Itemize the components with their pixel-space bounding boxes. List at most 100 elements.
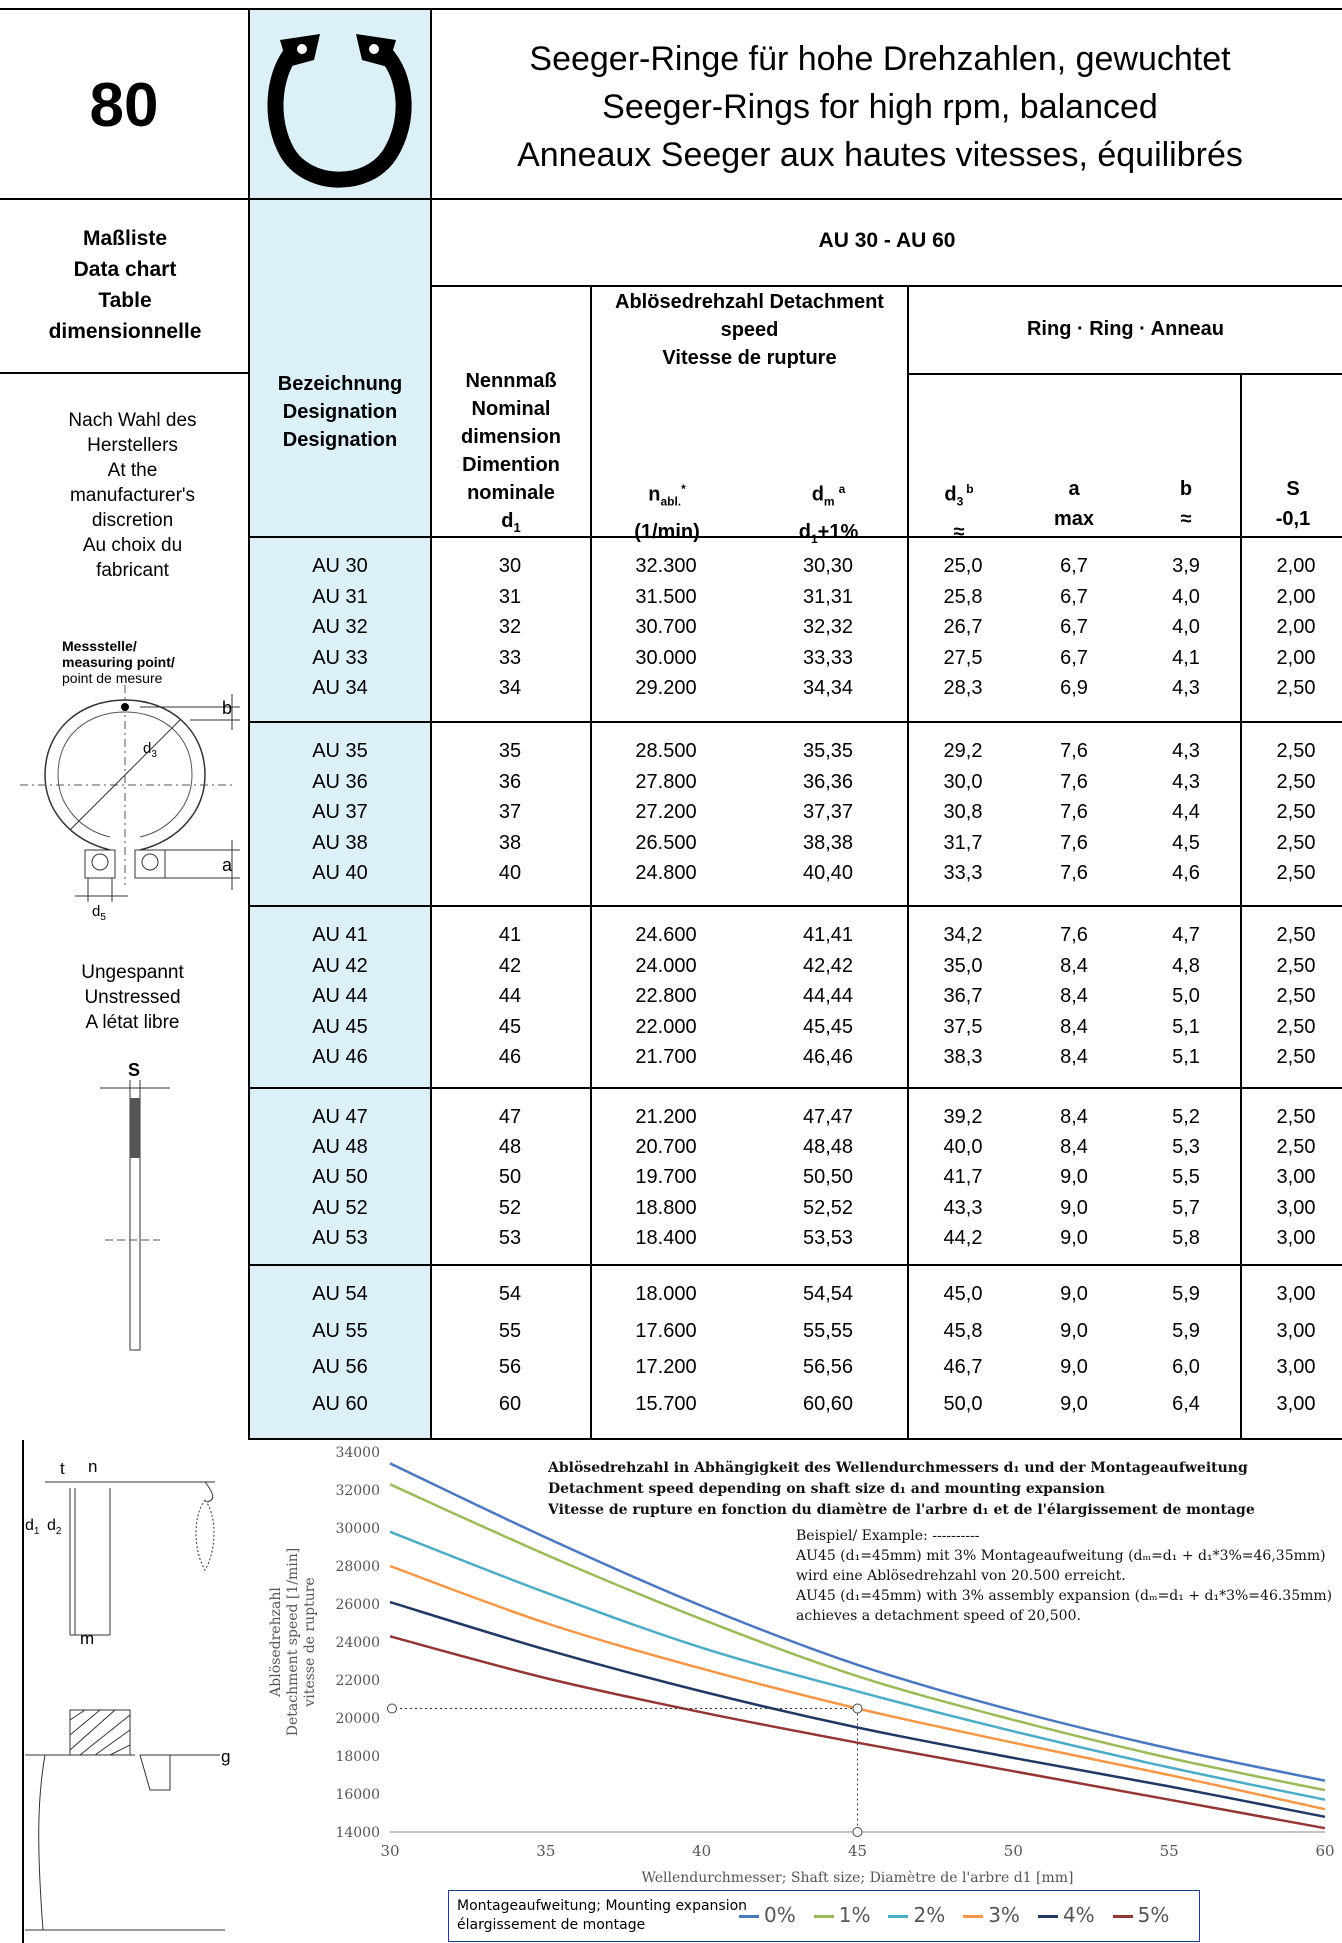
cell-d3: 45,0 <box>943 1283 983 1305</box>
designation-header: Bezeichnung Designation Designation <box>250 370 430 454</box>
legend-label: 4% <box>1062 1903 1095 1927</box>
cell-s: 3,00 <box>1276 1356 1316 1378</box>
series-line-1pct <box>389 1483 1326 1792</box>
y-tick-label: 20000 <box>335 1711 380 1727</box>
cell-a: 6,9 <box>1060 677 1088 699</box>
col-dm-sub: m <box>823 494 835 509</box>
y-tick-label: 26000 <box>335 1597 380 1613</box>
legend-label: 0% <box>764 1903 796 1927</box>
label-d5-sub: 5 <box>100 912 106 920</box>
cell-s: 3,00 <box>1276 1283 1316 1305</box>
cell-s: 2,50 <box>1276 924 1316 946</box>
cell-d3: 30,8 <box>943 801 983 823</box>
nominal-symbol-text: d <box>501 510 514 532</box>
chart-title-line: Detachment speed depending on shaft size… <box>548 1481 1105 1497</box>
cell-d3: 45,8 <box>943 1319 983 1342</box>
label-d2: d2 <box>47 1517 62 1537</box>
data-chart-label-line: dimensionnelle <box>48 320 202 343</box>
designation-header-line: Designation <box>282 429 398 451</box>
cell-b: 5,0 <box>1172 985 1200 1007</box>
detachment-header-line: Ablösedrehzahl Detachment <box>615 291 884 313</box>
x-tick-label: 30 <box>380 1842 399 1860</box>
cell-b: 5,1 <box>1172 1015 1200 1038</box>
example-note-line: AU45 (d₁=45mm) mit 3% Montageaufweitung … <box>795 1548 1326 1564</box>
chart-legend: Montageaufweitung; Mounting expansion él… <box>448 1890 1200 1942</box>
designation-background <box>250 198 430 1440</box>
cell-a: 6,7 <box>1060 555 1088 577</box>
cell-d3: 37,5 <box>943 1015 983 1038</box>
cell-a: 9,0 <box>1060 1283 1088 1305</box>
cell-dm: 45,45 <box>802 1015 854 1038</box>
cell-d3: 41,7 <box>943 1166 983 1189</box>
nominal-header: Nennmaß Nominal dimension Dimention nomi… <box>432 367 590 542</box>
cell-b: 4,7 <box>1172 924 1200 946</box>
col-dm-sym: d <box>811 483 824 506</box>
example-note-line: achieves a detachment speed of 20,500. <box>796 1608 1081 1624</box>
cell-a: 8,4 <box>1060 1015 1088 1038</box>
cell-detachment-speed: 29.200 <box>635 677 697 699</box>
cell-detachment-speed: 27.800 <box>635 770 697 793</box>
cell-b: 4,6 <box>1172 862 1200 884</box>
y-tick-label: 30000 <box>335 1521 380 1537</box>
cell-b: 3,9 <box>1172 555 1200 577</box>
cell-dm: 36,36 <box>802 770 854 793</box>
state-note-line: A létat libre <box>85 1012 180 1033</box>
cell-designation: AU 53 <box>312 1226 368 1249</box>
legend-label: 3% <box>988 1903 1020 1927</box>
y-tick-label: 32000 <box>335 1483 380 1499</box>
title-line-fr: Anneaux Seeger aux hautes vitesses, équi… <box>517 136 1243 174</box>
cell-b: 5,1 <box>1172 1046 1200 1068</box>
y-tick-label: 28000 <box>335 1559 380 1575</box>
title-block: Seeger-Ringe für hohe Drehzahlen, gewuch… <box>430 35 1330 179</box>
cell-dm: 50,50 <box>802 1166 854 1189</box>
series-line-4pct <box>389 1600 1326 1819</box>
label-d2-sub: 2 <box>56 1526 62 1537</box>
cell-s: 3,00 <box>1276 1196 1316 1219</box>
legend-items: 0% 1% 2% 3% 4% 5% <box>739 1903 1187 1927</box>
cell-designation: AU 38 <box>312 831 368 854</box>
cell-b: 4,0 <box>1172 585 1200 608</box>
cell-a: 6,7 <box>1060 616 1088 638</box>
y-axis-label-line: Ablösedrehzahl <box>268 1587 284 1698</box>
cell-dm: 41,41 <box>802 924 854 946</box>
cell-dm: 54,54 <box>802 1283 854 1305</box>
legend-item: 1% <box>813 1903 870 1927</box>
col-d3-sub: 3 <box>956 494 964 509</box>
cell-nominal: 50 <box>498 1166 522 1189</box>
col-dm-line2-rest: +1% <box>817 520 859 543</box>
cell-b: 5,9 <box>1172 1283 1200 1305</box>
cell-nominal: 36 <box>498 770 522 793</box>
cell-detachment-speed: 20.700 <box>635 1136 697 1159</box>
cell-detachment-speed: 19.700 <box>635 1166 697 1189</box>
cell-a: 8,4 <box>1060 1106 1088 1128</box>
cell-d3: 40,0 <box>943 1136 983 1159</box>
cell-s: 2,50 <box>1276 740 1316 762</box>
col-dm-line2: d <box>798 520 811 543</box>
cell-nominal: 37 <box>498 801 522 823</box>
cell-a: 7,6 <box>1060 862 1088 884</box>
legend-item: 4% <box>1037 1903 1095 1927</box>
legend-swatch <box>739 1915 759 1918</box>
series-line-0pct <box>389 1462 1326 1782</box>
cell-nominal: 46 <box>498 1046 522 1068</box>
label-d3-sub: 3 <box>151 749 157 760</box>
cell-a: 9,0 <box>1060 1356 1088 1378</box>
cell-d3: 25,0 <box>943 555 983 577</box>
cell-d3: 36,7 <box>943 985 983 1007</box>
cell-dm: 48,48 <box>802 1136 854 1159</box>
cell-detachment-speed: 18.000 <box>635 1283 697 1305</box>
cell-d3: 44,2 <box>943 1226 983 1249</box>
legend-swatch <box>888 1915 909 1918</box>
example-note-line: Beispiel/ Example: ---------- <box>796 1528 980 1544</box>
cell-detachment-speed: 17.600 <box>635 1319 697 1342</box>
cell-detachment-speed: 21.700 <box>635 1046 697 1068</box>
label-d3: d3 <box>143 740 157 760</box>
cell-d3: 35,0 <box>943 954 983 977</box>
cell-b: 5,3 <box>1172 1136 1200 1159</box>
data-chart-label-line: Data chart <box>73 258 177 281</box>
x-tick-label: 50 <box>1004 1842 1023 1860</box>
col-header-d3: d3b ≈ <box>909 474 1009 547</box>
cell-s: 2,00 <box>1276 585 1316 608</box>
title-line-en: Seeger-Rings for high rpm, balanced <box>602 88 1158 126</box>
col-header-nabl: nabl.* (1/min) <box>592 474 742 547</box>
